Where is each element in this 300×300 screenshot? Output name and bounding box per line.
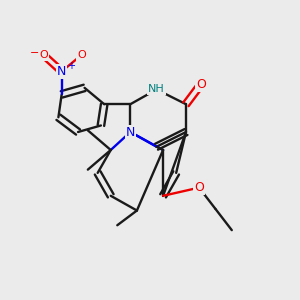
Text: O: O	[39, 50, 48, 60]
Text: N: N	[126, 125, 135, 139]
Text: N: N	[57, 65, 66, 78]
Text: NH: NH	[148, 85, 165, 94]
Text: +: +	[67, 61, 75, 70]
Text: O: O	[194, 181, 204, 194]
Text: −: −	[30, 49, 39, 58]
Text: O: O	[77, 50, 86, 60]
Text: O: O	[196, 78, 206, 91]
